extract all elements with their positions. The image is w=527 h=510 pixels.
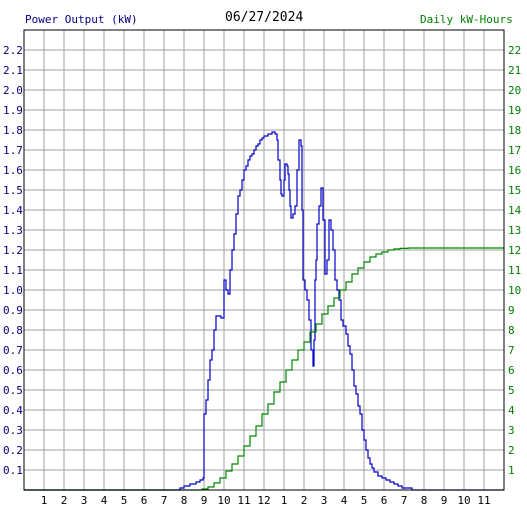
plot-frame: [23, 29, 505, 491]
left-axis-title: Power Output (kW): [25, 13, 138, 26]
x-tick-label: 3: [321, 494, 328, 507]
right-axis-title: Daily kW-Hours: [420, 13, 513, 26]
y-right-tick-label: 9: [508, 304, 515, 317]
x-tick-label: 11: [477, 494, 490, 507]
y-axis-left-labels: 0.1 0.2 0.3 0.4 0.5 0.6 0.7 0.8 0.9 1.0 1.1 1.2 1.3 1…: [3, 44, 23, 477]
x-tick-label: 7: [401, 494, 408, 507]
y-right-tick-label: 8: [508, 324, 515, 337]
x-tick-label: 1: [41, 494, 48, 507]
x-tick-label: 10: [217, 494, 230, 507]
daily-kwh-line: [24, 247, 504, 491]
x-axis-labels: 1 2 3 4 5 6 7 8 9 10 11 12 1 2 3 4 5 6 7 8 9 10 11: [41, 494, 491, 507]
y-left-tick-label: 0.8: [3, 324, 23, 337]
x-tick-label: 8: [181, 494, 188, 507]
y-right-tick-label: 10: [508, 284, 521, 297]
x-tick-label: 12: [257, 494, 270, 507]
x-tick-label: 2: [61, 494, 68, 507]
y-left-tick-label: 1.5: [3, 184, 23, 197]
x-tick-label: 4: [101, 494, 108, 507]
y-left-tick-label: 1.7: [3, 144, 23, 157]
y-left-tick-label: 1.2: [3, 244, 23, 257]
y-left-tick-label: 0.4: [3, 404, 23, 417]
chart-grid: [24, 30, 504, 490]
y-right-tick-label: 4: [508, 404, 515, 417]
y-right-tick-label: 12: [508, 244, 521, 257]
x-tick-label: 5: [121, 494, 128, 507]
y-right-tick-label: 20: [508, 84, 521, 97]
y-right-tick-label: 15: [508, 184, 521, 197]
y-left-tick-label: 1.4: [3, 204, 23, 217]
y-right-tick-label: 16: [508, 164, 521, 177]
x-tick-label: 4: [341, 494, 348, 507]
y-right-tick-label: 11: [508, 264, 521, 277]
y-left-tick-label: 2.2: [3, 44, 23, 57]
y-left-tick-label: 0.6: [3, 364, 23, 377]
chart-series: [24, 131, 504, 491]
y-left-tick-label: 2.0: [3, 84, 23, 97]
y-right-tick-label: 22: [508, 44, 521, 57]
y-left-tick-label: 0.5: [3, 384, 23, 397]
y-left-tick-label: 1.1: [3, 264, 23, 277]
x-tick-label: 7: [161, 494, 168, 507]
y-left-tick-label: 0.7: [3, 344, 23, 357]
y-right-tick-label: 5: [508, 384, 515, 397]
x-tick-label: 9: [201, 494, 208, 507]
y-left-tick-label: 1.9: [3, 104, 23, 117]
x-tick-label: 3: [81, 494, 88, 507]
y-right-tick-label: 13: [508, 224, 521, 237]
y-left-tick-label: 0.3: [3, 424, 23, 437]
y-right-tick-label: 21: [508, 64, 521, 77]
y-left-tick-label: 1.0: [3, 284, 23, 297]
x-tick-label: 9: [441, 494, 448, 507]
y-left-tick-label: 0.9: [3, 304, 23, 317]
x-tick-label: 10: [457, 494, 470, 507]
y-right-tick-label: 18: [508, 124, 521, 137]
y-left-tick-label: 1.8: [3, 124, 23, 137]
y-left-tick-label: 0.1: [3, 464, 23, 477]
y-left-tick-label: 1.6: [3, 164, 23, 177]
y-right-tick-label: 7: [508, 344, 515, 357]
power-output-line: [24, 131, 504, 491]
y-right-tick-label: 6: [508, 364, 515, 377]
y-right-tick-label: 17: [508, 144, 521, 157]
chart-date-title: 06/27/2024: [225, 10, 304, 25]
y-left-tick-label: 0.2: [3, 444, 23, 457]
y-right-tick-label: 19: [508, 104, 521, 117]
x-tick-label: 2: [301, 494, 308, 507]
y-left-tick-label: 2.1: [3, 64, 23, 77]
x-tick-label: 11: [237, 494, 250, 507]
y-right-tick-label: 14: [508, 204, 522, 217]
x-tick-label: 6: [381, 494, 388, 507]
x-tick-label: 5: [361, 494, 368, 507]
y-right-tick-label: 2: [508, 444, 515, 457]
x-tick-label: 8: [421, 494, 428, 507]
y-right-tick-label: 1: [508, 464, 515, 477]
x-tick-label: 1: [281, 494, 288, 507]
y-left-tick-label: 1.3: [3, 224, 23, 237]
y-right-tick-label: 3: [508, 424, 515, 437]
x-tick-label: 6: [141, 494, 148, 507]
